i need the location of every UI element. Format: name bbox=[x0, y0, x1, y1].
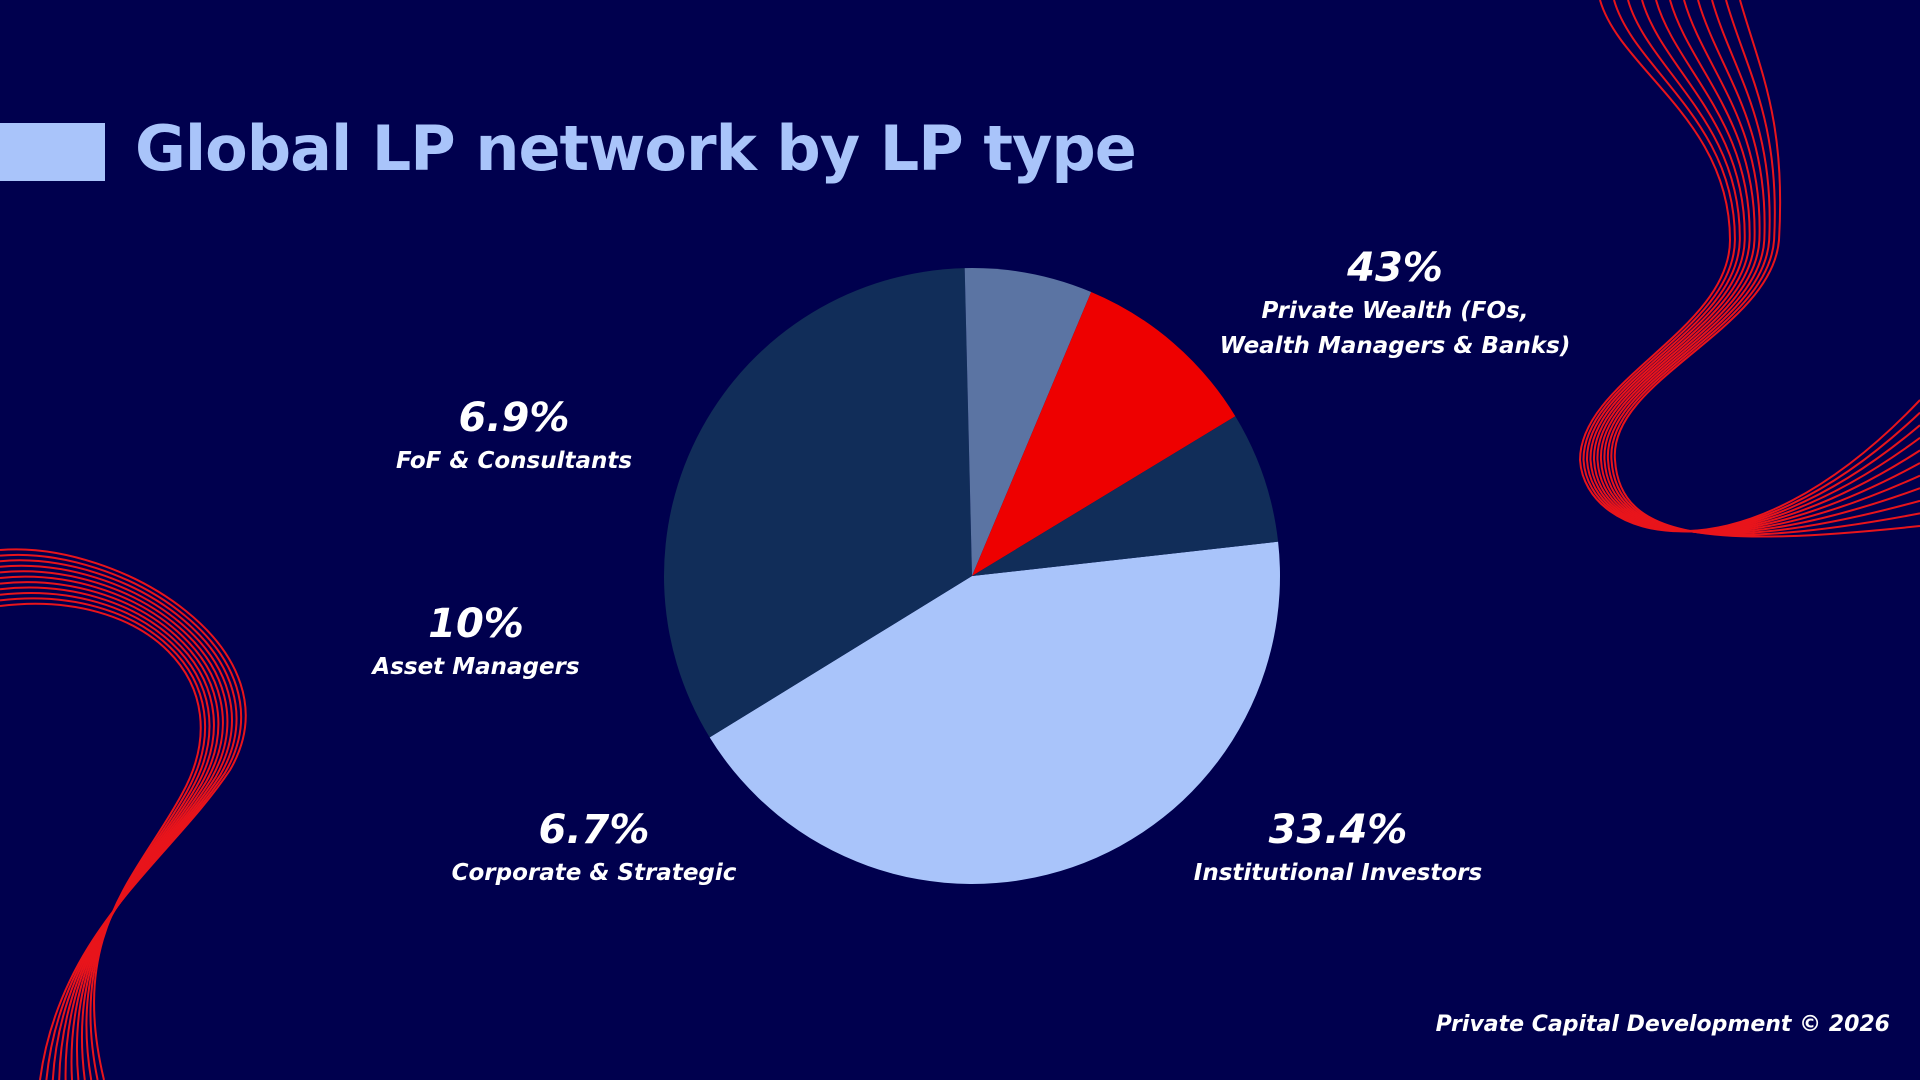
slice-percent: 33.4% bbox=[1268, 807, 1408, 853]
slice-category-label: FoF & Consultants bbox=[395, 448, 633, 474]
slice-category-label: Asset Managers bbox=[372, 654, 580, 680]
slice-percent: 10% bbox=[428, 601, 524, 647]
page-title: Global LP network by LP type bbox=[135, 112, 1137, 185]
pie-slice bbox=[664, 268, 972, 738]
slice-percent: 6.9% bbox=[458, 395, 570, 441]
slice-category-label: Corporate & Strategic bbox=[451, 860, 737, 886]
slice-percent: 43% bbox=[1347, 245, 1443, 291]
footer-copyright: Private Capital Development © 2026 bbox=[1435, 1012, 1890, 1037]
title-accent-block bbox=[0, 123, 105, 181]
slice-label: 33.4% Institutional Investors bbox=[1194, 804, 1482, 891]
slice-label: 6.9% FoF & Consultants bbox=[396, 392, 632, 479]
slice-category-label: Institutional Investors bbox=[1193, 860, 1483, 886]
pie-slice bbox=[972, 291, 1236, 576]
slice-category-label: Wealth Managers & Banks) bbox=[1219, 333, 1571, 359]
slice-percent: 6.7% bbox=[538, 807, 650, 853]
slice-label: 6.7% Corporate & Strategic bbox=[452, 804, 737, 891]
slice-label: 43% Private Wealth (FOs, Wealth Managers &… bbox=[1220, 242, 1571, 364]
pie-slice bbox=[972, 416, 1279, 576]
slice-label: 10% Asset Managers bbox=[372, 598, 579, 685]
pie-slice bbox=[709, 541, 1280, 884]
slice-category-label: Private Wealth (FOs, bbox=[1261, 298, 1529, 324]
pie-slice bbox=[964, 268, 1092, 576]
